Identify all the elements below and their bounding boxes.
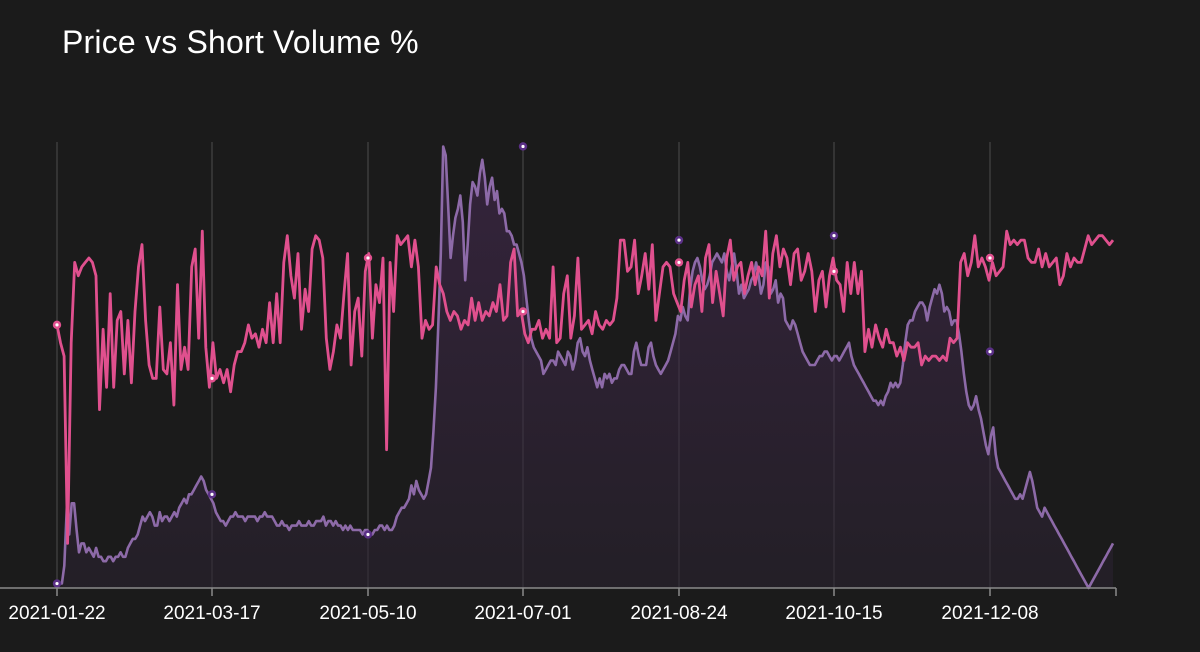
x-tick-label: 2021-01-22 bbox=[8, 603, 105, 624]
short-volume-line bbox=[57, 145, 1115, 590]
price-marker-dot bbox=[988, 256, 992, 260]
price-marker-dot bbox=[55, 323, 59, 327]
x-tick-label: 2021-03-17 bbox=[163, 603, 260, 624]
price-marker-dot bbox=[210, 376, 214, 380]
price-line bbox=[55, 229, 1115, 545]
price-marker-dot bbox=[521, 309, 525, 314]
short-volume-marker-dot bbox=[832, 234, 836, 238]
short-volume-marker-dot bbox=[366, 532, 370, 537]
series-markers bbox=[52, 142, 995, 588]
x-axis-ticks: 2021-01-22 2021-03-17 2021-05-10 2021-07-01… bbox=[8, 588, 1117, 624]
x-tick-label: 2021-10-15 bbox=[785, 603, 882, 624]
short-volume-marker-dot bbox=[210, 492, 214, 496]
x-tick-label: 2021-12-08 bbox=[941, 603, 1038, 624]
short-volume-area-fill bbox=[57, 146, 1113, 588]
x-tick-label: 2021-08-24 bbox=[630, 603, 728, 624]
series-lines bbox=[55, 229, 1115, 545]
short-volume-marker-dot bbox=[988, 350, 992, 354]
x-tick-label: 2021-07-01 bbox=[474, 603, 571, 624]
price-marker-dot bbox=[677, 260, 681, 265]
short-volume-area bbox=[57, 145, 1115, 590]
short-volume-marker-dot bbox=[521, 144, 525, 149]
short-volume-marker-dot bbox=[677, 238, 681, 242]
x-tick-label: 2021-05-10 bbox=[319, 603, 416, 624]
chart-title: Price vs Short Volume % bbox=[62, 24, 419, 60]
short-volume-marker-dot bbox=[55, 581, 59, 586]
price-marker-dot bbox=[366, 256, 370, 260]
price-marker-dot bbox=[832, 269, 836, 273]
